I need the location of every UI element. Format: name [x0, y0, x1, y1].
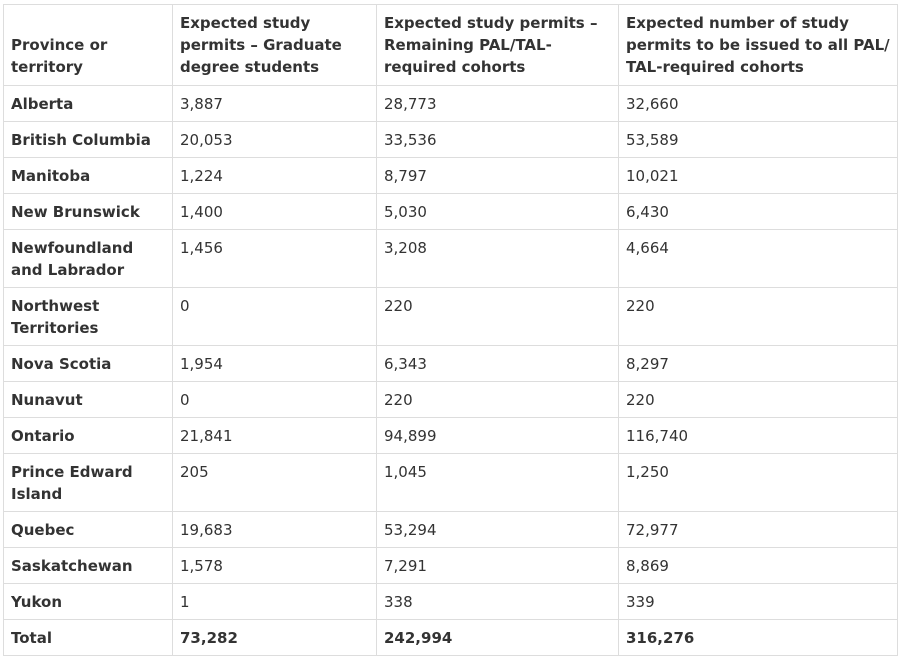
province-cell: British Columbia: [3, 121, 173, 158]
table-row: Ontario 21,841 94,899 116,740: [3, 417, 898, 454]
graduate-cell: 1,400: [172, 193, 377, 230]
total-label: Total: [3, 619, 173, 656]
graduate-cell: 21,841: [172, 417, 377, 454]
total-cell: 4,664: [618, 229, 898, 288]
table-row: Prince Edward Island 205 1,045 1,250: [3, 453, 898, 512]
total-cell: 8,869: [618, 547, 898, 584]
graduate-cell: 1,578: [172, 547, 377, 584]
header-province: Province or territory: [3, 4, 173, 86]
table-row: Northwest Territories 0 220 220: [3, 287, 898, 346]
total-cell: 32,660: [618, 85, 898, 122]
total-cell: 53,589: [618, 121, 898, 158]
graduate-cell: 19,683: [172, 511, 377, 548]
remaining-cell: 28,773: [376, 85, 619, 122]
table-row: Newfoundland and Labrador 1,456 3,208 4,…: [3, 229, 898, 288]
header-total-expected: Expected number of study permits to be i…: [618, 4, 898, 86]
table-row: Alberta 3,887 28,773 32,660: [3, 85, 898, 122]
remaining-cell: 7,291: [376, 547, 619, 584]
header-graduate: Expected study permits – Graduate degree…: [172, 4, 377, 86]
remaining-cell: 53,294: [376, 511, 619, 548]
remaining-cell: 5,030: [376, 193, 619, 230]
total-cell: 220: [618, 287, 898, 346]
remaining-cell: 33,536: [376, 121, 619, 158]
table-row: Quebec 19,683 53,294 72,977: [3, 511, 898, 548]
province-cell: Northwest Territories: [3, 287, 173, 346]
graduate-cell: 0: [172, 287, 377, 346]
total-row: Total 73,282 242,994 316,276: [3, 619, 898, 656]
remaining-cell: 94,899: [376, 417, 619, 454]
total-cell: 1,250: [618, 453, 898, 512]
total-cell: 6,430: [618, 193, 898, 230]
table-row: British Columbia 20,053 33,536 53,589: [3, 121, 898, 158]
total-cell: 339: [618, 583, 898, 620]
total-cell: 10,021: [618, 157, 898, 194]
graduate-cell: 1: [172, 583, 377, 620]
remaining-cell: 6,343: [376, 345, 619, 382]
graduate-cell: 205: [172, 453, 377, 512]
table-row: Manitoba 1,224 8,797 10,021: [3, 157, 898, 194]
table-header-row: Province or territory Expected study per…: [3, 4, 898, 86]
province-cell: Saskatchewan: [3, 547, 173, 584]
province-cell: Manitoba: [3, 157, 173, 194]
province-cell: New Brunswick: [3, 193, 173, 230]
graduate-cell: 1,456: [172, 229, 377, 288]
total-cell: 72,977: [618, 511, 898, 548]
total-cell: 220: [618, 381, 898, 418]
province-cell: Newfoundland and Labrador: [3, 229, 173, 288]
remaining-cell: 220: [376, 287, 619, 346]
header-remaining: Expected study permits – Remaining PAL/T…: [376, 4, 619, 86]
remaining-cell: 3,208: [376, 229, 619, 288]
table-row: New Brunswick 1,400 5,030 6,430: [3, 193, 898, 230]
graduate-cell: 1,224: [172, 157, 377, 194]
table-row: Nova Scotia 1,954 6,343 8,297: [3, 345, 898, 382]
study-permits-table: Province or territory Expected study per…: [3, 4, 898, 656]
graduate-cell: 3,887: [172, 85, 377, 122]
graduate-cell: 20,053: [172, 121, 377, 158]
total-all: 316,276: [618, 619, 898, 656]
province-cell: Yukon: [3, 583, 173, 620]
graduate-cell: 0: [172, 381, 377, 418]
table-row: Saskatchewan 1,578 7,291 8,869: [3, 547, 898, 584]
remaining-cell: 220: [376, 381, 619, 418]
remaining-cell: 338: [376, 583, 619, 620]
total-remaining: 242,994: [376, 619, 619, 656]
province-cell: Quebec: [3, 511, 173, 548]
province-cell: Nunavut: [3, 381, 173, 418]
table-row: Nunavut 0 220 220: [3, 381, 898, 418]
graduate-cell: 1,954: [172, 345, 377, 382]
remaining-cell: 8,797: [376, 157, 619, 194]
province-cell: Nova Scotia: [3, 345, 173, 382]
province-cell: Ontario: [3, 417, 173, 454]
total-cell: 8,297: [618, 345, 898, 382]
total-cell: 116,740: [618, 417, 898, 454]
table-row: Yukon 1 338 339: [3, 583, 898, 620]
province-cell: Prince Edward Island: [3, 453, 173, 512]
remaining-cell: 1,045: [376, 453, 619, 512]
total-graduate: 73,282: [172, 619, 377, 656]
province-cell: Alberta: [3, 85, 173, 122]
